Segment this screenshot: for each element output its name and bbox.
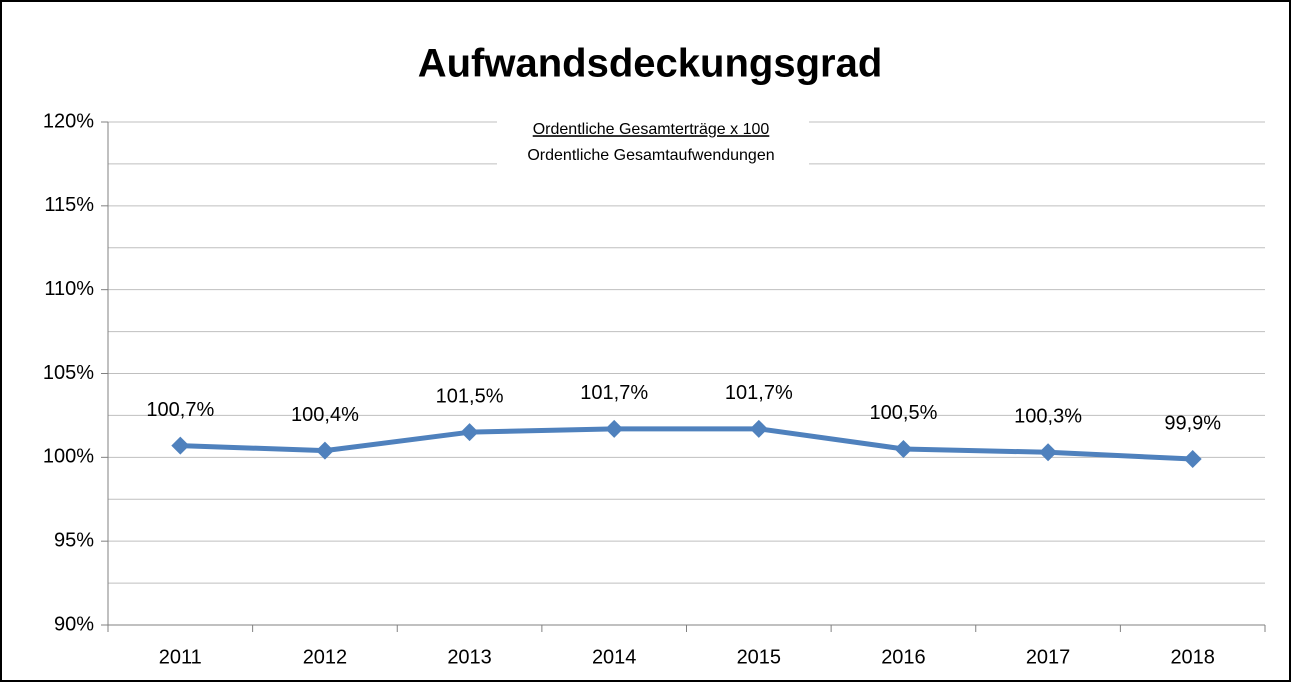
annotation-denominator: Ordentliche Gesamtaufwendungen xyxy=(527,147,774,164)
x-tick-label: 2014 xyxy=(592,646,637,668)
marker xyxy=(171,436,190,455)
chart-title: Aufwandsdeckungsgrad xyxy=(418,42,883,86)
line-series xyxy=(180,426,1193,462)
y-tick-label: 115% xyxy=(44,194,94,216)
x-tick-label: 2018 xyxy=(1170,646,1215,668)
data-label: 101,7% xyxy=(580,382,648,404)
x-tick-label: 2012 xyxy=(303,646,348,668)
data-label: 100,5% xyxy=(870,402,938,424)
x-tick-label: 2017 xyxy=(1026,646,1071,668)
marker xyxy=(315,441,334,460)
y-tick-label: 120% xyxy=(43,110,94,132)
data-label: 100,7% xyxy=(146,399,214,421)
y-tick-label: 110% xyxy=(44,278,94,300)
data-label: 101,7% xyxy=(725,382,793,404)
y-tick-label: 100% xyxy=(43,446,94,468)
marker xyxy=(749,419,768,438)
annotation-numerator: Ordentliche Gesamterträge x 100 xyxy=(533,121,770,138)
y-tick-label: 95% xyxy=(54,529,94,551)
annotation-box xyxy=(497,117,809,171)
data-label: 100,4% xyxy=(291,404,359,426)
data-label: 101,5% xyxy=(436,385,504,407)
marker xyxy=(460,423,479,442)
y-tick-label: 105% xyxy=(43,362,94,384)
marker xyxy=(605,419,624,438)
x-tick-label: 2011 xyxy=(159,646,202,668)
x-tick-label: 2016 xyxy=(881,646,926,668)
marker xyxy=(1183,450,1202,469)
data-label: 100,3% xyxy=(1014,406,1082,428)
marker xyxy=(1039,443,1058,462)
y-tick-label: 90% xyxy=(54,613,94,635)
x-tick-label: 2015 xyxy=(737,646,782,668)
x-tick-label: 2013 xyxy=(447,646,492,668)
marker xyxy=(894,439,913,458)
data-label: 99,9% xyxy=(1164,412,1221,434)
